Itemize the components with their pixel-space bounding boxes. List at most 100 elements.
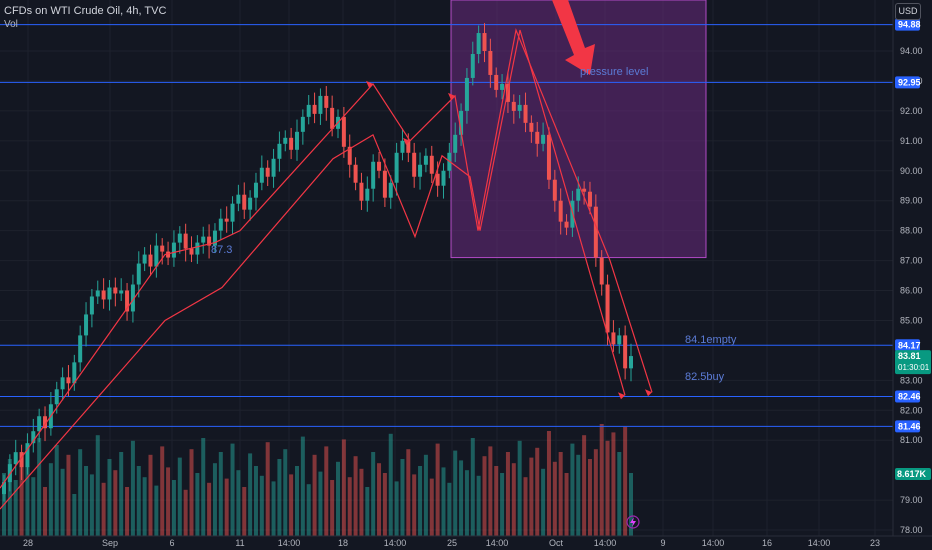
volume-bar: [552, 461, 557, 536]
level-price-label: 84.17: [898, 340, 921, 350]
annotation-label: pressure level: [580, 66, 648, 78]
volume-value-tag: [895, 468, 931, 480]
volume-bar: [400, 459, 405, 536]
time-tick-label: 18: [338, 538, 348, 548]
candle-body: [25, 443, 30, 468]
volume-bar: [435, 443, 440, 536]
candle-body: [107, 287, 112, 300]
candle-body: [54, 389, 59, 405]
volume-bar: [459, 460, 464, 536]
time-tick-label: 11: [235, 538, 244, 548]
time-tick-label: 14:00: [384, 538, 407, 548]
candle-body: [171, 242, 176, 258]
time-tick-label: 14:00: [278, 538, 301, 548]
arrow-head: [448, 92, 455, 100]
candle-body: [388, 182, 393, 198]
volume-bar: [265, 442, 270, 536]
chart-title: CFDs on WTI Crude Oil, 4h, TVC: [4, 5, 167, 17]
horizontal-levels[interactable]: [0, 24, 893, 427]
candle-body: [359, 182, 364, 201]
candle-body: [78, 335, 83, 363]
lightning-icon: [626, 515, 640, 529]
candle-body: [412, 152, 417, 177]
volume-bar: [441, 467, 446, 536]
candle-body: [394, 152, 399, 183]
volume-bar: [31, 477, 36, 536]
price-axis[interactable]: 94.0093.0092.0091.0090.0089.0088.0087.00…: [892, 0, 932, 550]
price-tick-label: 79.00: [900, 495, 923, 505]
candle-body: [224, 218, 229, 222]
candle-body: [541, 134, 546, 144]
volume-bar: [142, 477, 147, 536]
candle-body: [593, 206, 598, 258]
price-tick-label: 94.00: [900, 46, 923, 56]
candle-body: [546, 134, 551, 180]
candle-body: [576, 188, 581, 201]
volume-bar: [113, 470, 118, 536]
time-tick-label: Sep: [102, 538, 118, 548]
time-tick-label: 9: [660, 538, 665, 548]
volume-bar: [546, 431, 551, 536]
trend-drawings[interactable]: [0, 0, 653, 510]
candle-body: [464, 77, 469, 111]
candle-body: [494, 74, 499, 90]
candle-body: [306, 104, 311, 117]
candle-body: [318, 95, 323, 114]
candle-body: [289, 137, 294, 150]
candle-body: [629, 356, 633, 369]
price-tick-label: 81.00: [900, 435, 923, 445]
candle-body: [429, 155, 434, 174]
level-price-tag: [895, 339, 920, 352]
volume-bar: [201, 438, 206, 536]
candle-body: [183, 233, 188, 249]
candle-body: [459, 110, 464, 135]
candle-body: [341, 116, 346, 147]
candle-body: [248, 197, 253, 210]
candle-body: [13, 452, 18, 465]
candle-body: [482, 33, 487, 51]
volume-bar: [500, 473, 505, 536]
volume-bar: [43, 487, 48, 536]
price-tick-label: 89.00: [900, 196, 923, 206]
time-tick-label: 14:00: [486, 538, 509, 548]
price-tick-label: 83.00: [900, 375, 923, 385]
candle-body: [283, 137, 288, 144]
volume-bar: [19, 452, 24, 536]
currency-button[interactable]: USD: [895, 3, 921, 20]
candle-body: [558, 200, 563, 222]
candle-body: [218, 218, 223, 231]
candle-body: [277, 143, 282, 159]
volume-bar: [248, 453, 253, 536]
volume-bar: [611, 432, 616, 536]
candle-body: [189, 248, 194, 255]
volume-bar: [535, 447, 540, 536]
volume-bar: [277, 459, 282, 536]
volume-bar: [48, 463, 53, 536]
volume-bar: [464, 470, 469, 536]
volume-bar: [37, 438, 42, 536]
volume-bar: [587, 459, 592, 536]
volume-bar: [365, 487, 370, 536]
candle-body: [611, 332, 616, 345]
pressure-arrow: [552, 0, 595, 75]
time-tick-label: 16: [762, 538, 772, 548]
time-tick-label: 6: [169, 538, 174, 548]
time-tick-label: Oct: [549, 538, 564, 548]
volume-bar: [171, 480, 176, 536]
candle-body: [582, 188, 587, 192]
volume-bar: [382, 473, 387, 536]
level-price-label: 92.95: [898, 77, 921, 87]
volume-bar: [177, 457, 182, 536]
candle-body: [236, 194, 241, 204]
time-axis[interactable]: 28 Sep 6 11 14:00 18 14:00 25 14:00 Oct 14:00 9 14:0…: [0, 515, 932, 550]
candle-body: [154, 245, 159, 267]
candle-body: [166, 251, 171, 258]
volume-bar: [306, 484, 311, 536]
last-price-tag: [895, 350, 931, 375]
candle-body: [300, 116, 305, 132]
candle-body: [89, 296, 94, 315]
volume-bar: [195, 473, 200, 536]
candle-body: [529, 122, 534, 132]
arrow-head: [645, 389, 652, 397]
